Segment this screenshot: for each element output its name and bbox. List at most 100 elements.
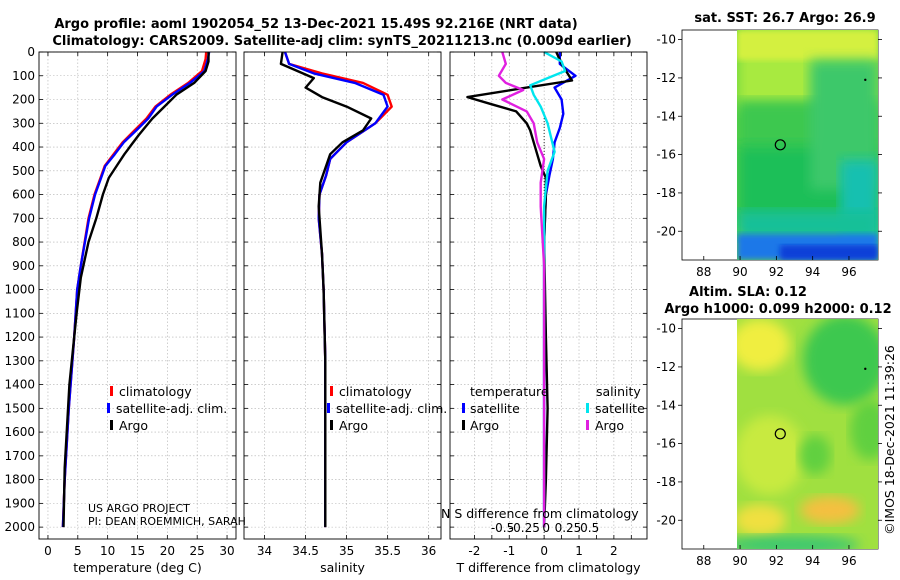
y-tick-label: 700 xyxy=(12,211,35,225)
map-y-tick-label: -10 xyxy=(656,33,676,47)
map-y-tick-label: -14 xyxy=(656,109,676,123)
y-tick-label: 1500 xyxy=(4,401,35,415)
y-tick-label: 1300 xyxy=(4,354,35,368)
map-y-tick-label: -10 xyxy=(656,322,676,336)
series-line-salinity-satellite xyxy=(529,50,567,528)
sla-profile-location-marker xyxy=(774,428,786,440)
x-tick-label: 5 xyxy=(74,544,82,558)
map-x-tick-label: 90 xyxy=(732,554,747,568)
temperature-legend: climatology satellite-adj. clim. Argo xyxy=(107,384,227,433)
legend-swatch-temp-argo xyxy=(462,420,465,430)
legend-header-salinity: salinity xyxy=(596,384,641,399)
map-x-tick-label: 94 xyxy=(805,265,820,279)
legend-swatch-sal-satellite xyxy=(586,403,589,413)
legend-swatch-satellite-adj xyxy=(107,403,110,413)
x-tick-label: 36 xyxy=(421,544,436,558)
y-tick-label: 300 xyxy=(12,116,35,130)
island-mark xyxy=(864,367,867,371)
series-line-temperature-argo xyxy=(466,51,574,528)
y-tick-label: 900 xyxy=(12,259,35,273)
y-tick-label: 2000 xyxy=(4,520,35,534)
map-y-tick-label: -20 xyxy=(656,224,676,238)
legend-label-sal-argo: Argo xyxy=(595,418,624,433)
figure-title-line-2: Climatology: CARS2009. Satellite-adj cli… xyxy=(52,34,631,49)
map-x-tick-label: 88 xyxy=(696,265,711,279)
y-tick-label: 1400 xyxy=(4,378,35,392)
salinity-diff-tick-label: 0 xyxy=(542,521,550,535)
x-axis-label: salinity xyxy=(320,560,365,575)
map-x-tick-label: 96 xyxy=(841,554,856,568)
salinity-diff-tick-label: -0.5 xyxy=(491,521,514,535)
legend-swatch-argo xyxy=(330,420,333,430)
salinity-diff-tick-label: -0.25 xyxy=(509,521,540,535)
y-tick-label: 1000 xyxy=(4,283,35,297)
x-tick-label: -1 xyxy=(503,544,515,558)
x-tick-label: 34 xyxy=(257,544,272,558)
map-x-tick-label: 94 xyxy=(805,554,820,568)
salinity-profile-panel: 34 34.5 35 35.5 36 salinity xyxy=(243,51,442,575)
legend-label-satellite-adj: satellite-adj. clim. xyxy=(336,401,447,416)
difference-legend: temperature salinity satellite Argo sate… xyxy=(462,384,645,433)
map-x-tick-label: 88 xyxy=(696,554,711,568)
x-tick-label: 20 xyxy=(160,544,175,558)
legend-header-temperature: temperature xyxy=(470,384,549,399)
plot-frame xyxy=(449,51,648,540)
difference-profile-panel: -2 -1 0 1 2 -0.5-0.25 0 0.250.5 T difference fro… xyxy=(449,50,648,575)
series-line-argo xyxy=(279,51,373,528)
y-tick-label: 1200 xyxy=(4,330,35,344)
sla-map-field xyxy=(737,319,878,549)
legend-label-temp-argo: Argo xyxy=(470,418,499,433)
x-tick-label: 15 xyxy=(130,544,145,558)
figure-title-line-1: Argo profile: aoml 1902054_52 13-Dec-202… xyxy=(54,17,577,32)
sla-map-axes: 88 90 92 94 96 -10 -12 -14 -16 -18 -20 xyxy=(656,322,882,568)
legend-label-temp-satellite: satellite xyxy=(470,401,520,416)
x-tick-label: 34.5 xyxy=(292,544,319,558)
legend-swatch-argo xyxy=(110,420,113,430)
x-tick-label: 35.5 xyxy=(374,544,401,558)
plot-background xyxy=(244,52,441,539)
map-x-tick-label: 96 xyxy=(841,265,856,279)
y-tick-label: 200 xyxy=(12,93,35,107)
legend-label-climatology: climatology xyxy=(119,384,192,399)
map-x-tick-label: 92 xyxy=(769,265,784,279)
sla-map-title-line-1: Altim. SLA: 0.12 xyxy=(689,285,807,300)
y-tick-label: 800 xyxy=(12,235,35,249)
map-y-tick-label: -14 xyxy=(656,398,676,412)
y-tick-label: 400 xyxy=(12,140,35,154)
y-tick-label: 500 xyxy=(12,164,35,178)
x-tick-label: 0 xyxy=(540,544,548,558)
map-y-tick-label: -18 xyxy=(656,475,676,489)
sla-map: 88 90 92 94 96 -10 -12 -14 -16 -18 -20 xyxy=(656,318,882,568)
legend-swatch-climatology xyxy=(110,386,113,396)
credit-project: US ARGO PROJECT xyxy=(88,502,190,515)
salinity-diff-tick-label: 0.25 xyxy=(555,521,582,535)
legend-swatch-climatology xyxy=(330,386,333,396)
plot-frame xyxy=(243,51,442,540)
island-mark xyxy=(864,78,867,82)
y-tick-label: 1900 xyxy=(4,496,35,510)
salinity-diff-tick-label: 0.5 xyxy=(580,521,599,535)
sst-map-axes: 88 90 92 94 96 -10 -12 -14 -16 -18 -20 xyxy=(656,33,882,279)
x-tick-label: 10 xyxy=(100,544,115,558)
map-x-tick-label: 92 xyxy=(769,554,784,568)
y-tick-label: 1800 xyxy=(4,473,35,487)
map-y-tick-label: -16 xyxy=(656,437,676,451)
y-tick-label: 100 xyxy=(12,69,35,83)
legend-swatch-sal-argo xyxy=(586,420,589,430)
map-y-tick-label: -12 xyxy=(656,71,676,85)
legend-label-argo: Argo xyxy=(119,418,148,433)
x-axis-label: T difference from climatology xyxy=(455,560,641,575)
legend-label-sal-satellite: satellite xyxy=(595,401,645,416)
legend-label-argo: Argo xyxy=(339,418,368,433)
sst-map-field xyxy=(737,30,878,260)
credit-pi: PI: DEAN ROEMMICH, SARAH xyxy=(88,515,246,528)
x-tick-label: 1 xyxy=(575,544,583,558)
legend-swatch-temp-satellite xyxy=(462,403,465,413)
y-tick-label: 600 xyxy=(12,188,35,202)
legend-label-climatology: climatology xyxy=(339,384,412,399)
map-y-tick-label: -18 xyxy=(656,186,676,200)
imos-timestamp: ©IMOS 18-Dec-2021 11:39:26 xyxy=(882,345,897,535)
x-tick-label: 2 xyxy=(610,544,618,558)
sst-profile-location-marker xyxy=(774,139,786,151)
